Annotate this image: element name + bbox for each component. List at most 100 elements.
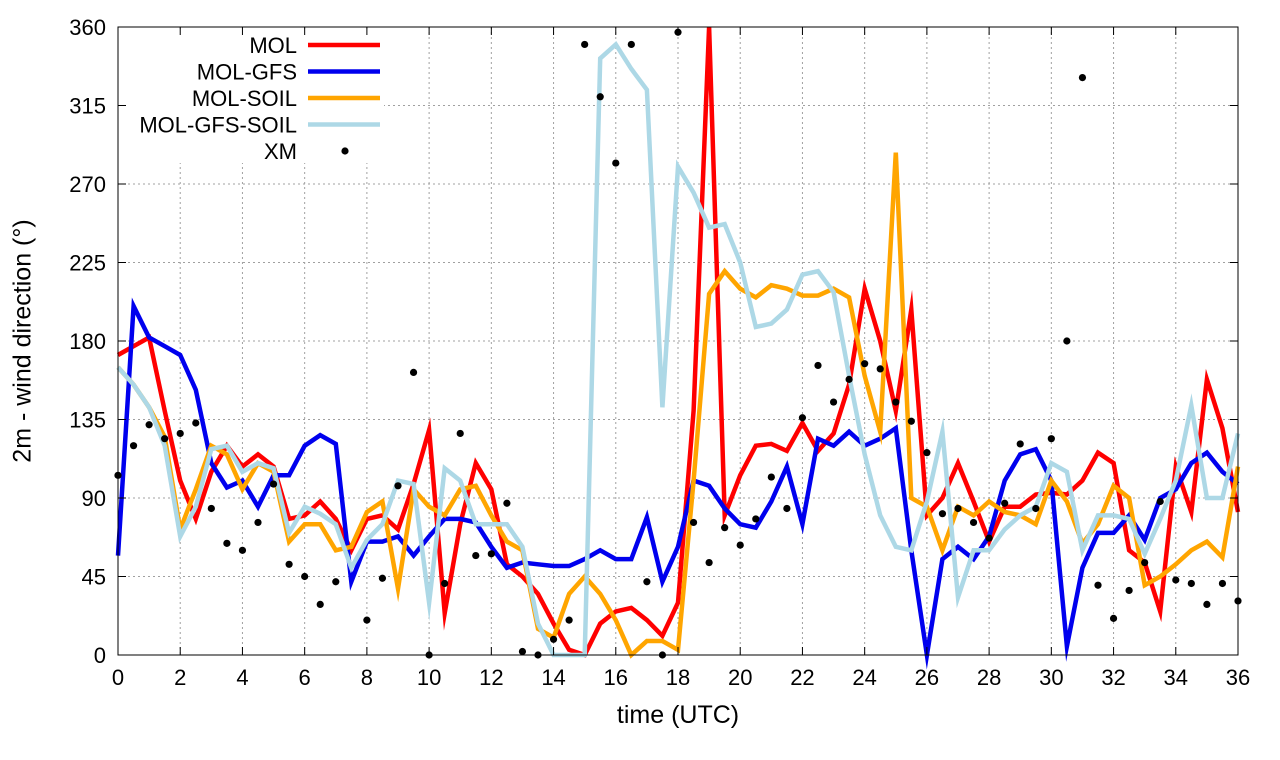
x-tick-label: 10 xyxy=(417,665,441,690)
x-tick-label: 2 xyxy=(174,665,186,690)
data-point-xm xyxy=(145,421,153,429)
series-line-mol-gfs-soil xyxy=(116,40,1241,658)
data-point-xm xyxy=(378,574,387,582)
data-point-xm xyxy=(1141,558,1149,567)
data-point-xm xyxy=(456,429,464,438)
data-point-xm xyxy=(1218,579,1227,588)
legend-label-mol-gfs: MOL-GFS xyxy=(197,60,297,85)
data-point-xm xyxy=(581,40,589,49)
x-tick-label: 24 xyxy=(852,665,876,690)
data-point-xm xyxy=(752,515,760,523)
data-point-xm xyxy=(783,504,791,513)
x-tick-label: 0 xyxy=(112,665,124,690)
y-tick-label: 135 xyxy=(69,408,106,433)
data-point-xm xyxy=(332,578,340,586)
legend-label-xm: XM xyxy=(264,139,297,164)
data-point-xm xyxy=(129,442,138,450)
data-point-xm xyxy=(814,361,822,370)
x-tick-label: 26 xyxy=(915,665,939,690)
data-point-xm xyxy=(954,504,962,513)
x-tick-label: 30 xyxy=(1039,665,1063,690)
y-tick-label: 0 xyxy=(94,643,106,668)
data-point-xm xyxy=(1032,504,1040,513)
data-point-xm xyxy=(518,647,527,656)
data-point-xm xyxy=(892,398,900,406)
x-tick-label: 22 xyxy=(790,665,814,690)
data-point-xm xyxy=(861,360,869,368)
data-point-xm xyxy=(596,93,604,101)
x-tick-label: 4 xyxy=(236,665,248,690)
y-axis-label: 2m - wind direction (°) xyxy=(9,219,37,462)
x-tick-label: 32 xyxy=(1101,665,1125,690)
data-point-xm xyxy=(1172,576,1180,584)
data-point-xm xyxy=(876,365,884,373)
data-point-xm xyxy=(1156,497,1164,506)
data-point-xm xyxy=(1109,614,1118,622)
data-point-xm xyxy=(238,546,247,554)
x-tick-label: 18 xyxy=(666,665,690,690)
data-point-xm xyxy=(285,560,293,568)
data-point-xm xyxy=(689,518,698,527)
x-axis-label: time (UTC) xyxy=(617,701,739,729)
data-point-xm xyxy=(223,539,231,547)
y-tick-label: 270 xyxy=(69,172,106,197)
data-point-xm xyxy=(441,579,449,588)
data-point-xm xyxy=(176,429,184,438)
legend-label-mol: MOL xyxy=(249,33,297,58)
data-point-xm xyxy=(409,368,418,376)
data-point-xm xyxy=(363,616,371,624)
data-point-xm xyxy=(845,375,853,383)
data-point-xm xyxy=(907,417,915,425)
legend-label-mol-gfs-soil: MOL-GFS-SOIL xyxy=(139,113,297,138)
x-tick-label: 20 xyxy=(728,665,752,690)
data-point-xm xyxy=(721,524,729,532)
y-tick-label: 360 xyxy=(69,15,106,40)
data-point-xm xyxy=(798,414,807,422)
legend-label-mol-soil: MOL-SOIL xyxy=(192,86,297,111)
y-tick-label: 180 xyxy=(69,329,106,354)
data-point-xm xyxy=(503,499,511,507)
data-point-xm xyxy=(767,473,775,481)
series-xm-points xyxy=(114,28,1242,659)
data-point-xm xyxy=(627,40,635,49)
data-point-xm xyxy=(1001,499,1009,507)
data-point-xm xyxy=(192,419,200,427)
y-tick-label: 225 xyxy=(69,251,106,276)
axis-ticks: 0 2 4 6 8 10 12 14 16 18 20 22 24 26 28 30 32 34 360459013… xyxy=(69,15,1250,690)
data-point-xm xyxy=(1125,586,1133,595)
data-point-xm xyxy=(985,534,993,542)
data-point-xm xyxy=(969,518,978,527)
x-tick-label: 36 xyxy=(1226,665,1250,690)
data-point-xm xyxy=(1203,600,1211,609)
legend-swatch-xm xyxy=(341,147,349,155)
x-tick-label: 12 xyxy=(479,665,503,690)
data-point-xm xyxy=(1063,337,1071,345)
x-tick-label: 28 xyxy=(977,665,1001,690)
y-tick-label: 90 xyxy=(82,486,106,511)
x-tick-label: 14 xyxy=(541,665,565,690)
data-point-xm xyxy=(487,550,495,558)
data-point-xm xyxy=(316,600,324,609)
data-point-xm xyxy=(1078,73,1087,82)
data-point-xm xyxy=(829,398,838,406)
data-point-xm xyxy=(161,435,169,443)
data-point-xm xyxy=(472,551,480,560)
data-point-xm xyxy=(1094,581,1102,589)
data-point-xm xyxy=(565,616,573,624)
data-point-xm xyxy=(549,635,558,643)
data-point-xm xyxy=(705,558,713,567)
data-point-xm xyxy=(301,572,309,581)
x-tick-label: 6 xyxy=(299,665,311,690)
data-point-xm xyxy=(736,541,744,549)
data-point-xm xyxy=(612,159,620,167)
data-point-xm xyxy=(394,482,402,490)
x-tick-label: 8 xyxy=(361,665,373,690)
x-tick-label: 16 xyxy=(604,665,628,690)
data-point-xm xyxy=(207,504,215,513)
y-tick-label: 45 xyxy=(82,565,106,590)
data-point-xm xyxy=(923,449,931,457)
y-tick-label: 315 xyxy=(69,94,106,119)
data-point-xm xyxy=(1047,435,1055,443)
